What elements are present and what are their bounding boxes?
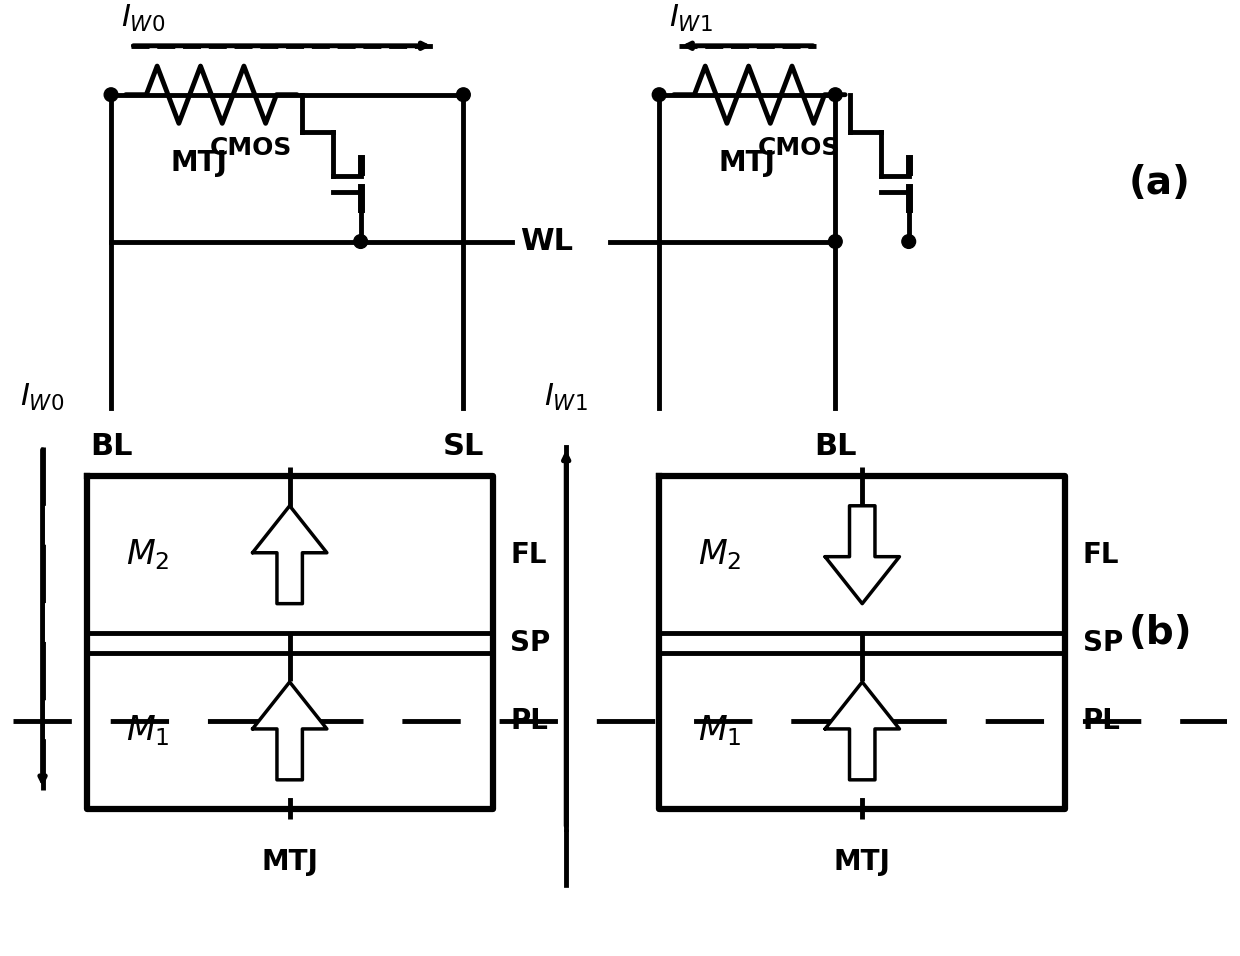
Text: FL: FL [511,541,547,569]
Text: MTJ: MTJ [171,149,228,177]
Circle shape [652,88,666,101]
Polygon shape [825,682,899,780]
Text: (b): (b) [1128,614,1193,652]
Text: PL: PL [511,707,548,735]
Text: $I_{W1}$: $I_{W1}$ [544,381,588,413]
Text: $I_{W1}$: $I_{W1}$ [668,3,713,34]
Polygon shape [253,682,327,780]
Text: MTJ: MTJ [833,848,890,877]
Text: FL: FL [1083,541,1120,569]
Text: $I_{W0}$: $I_{W0}$ [120,3,165,34]
Text: $M_1$: $M_1$ [125,713,170,749]
Text: SP: SP [511,629,551,657]
Circle shape [828,234,842,249]
Text: CMOS: CMOS [210,136,293,160]
Text: BL: BL [89,432,133,462]
Circle shape [353,234,367,249]
Text: MTJ: MTJ [262,848,319,877]
Circle shape [104,88,118,101]
Text: $M_2$: $M_2$ [125,537,169,572]
Text: BL: BL [815,432,857,462]
Text: CMOS: CMOS [758,136,841,160]
Text: SP: SP [1083,629,1123,657]
Circle shape [828,88,842,101]
Text: $I_{W0}$: $I_{W0}$ [20,381,64,413]
Polygon shape [253,506,327,603]
Text: MTJ: MTJ [719,149,776,177]
Polygon shape [825,506,899,603]
Text: SL: SL [443,432,484,462]
Circle shape [456,88,470,101]
Circle shape [901,234,915,249]
Text: $M_1$: $M_1$ [698,713,742,749]
Text: PL: PL [1083,707,1121,735]
Text: $M_2$: $M_2$ [698,537,742,572]
Text: WL: WL [520,227,573,256]
Text: (a): (a) [1128,163,1190,202]
